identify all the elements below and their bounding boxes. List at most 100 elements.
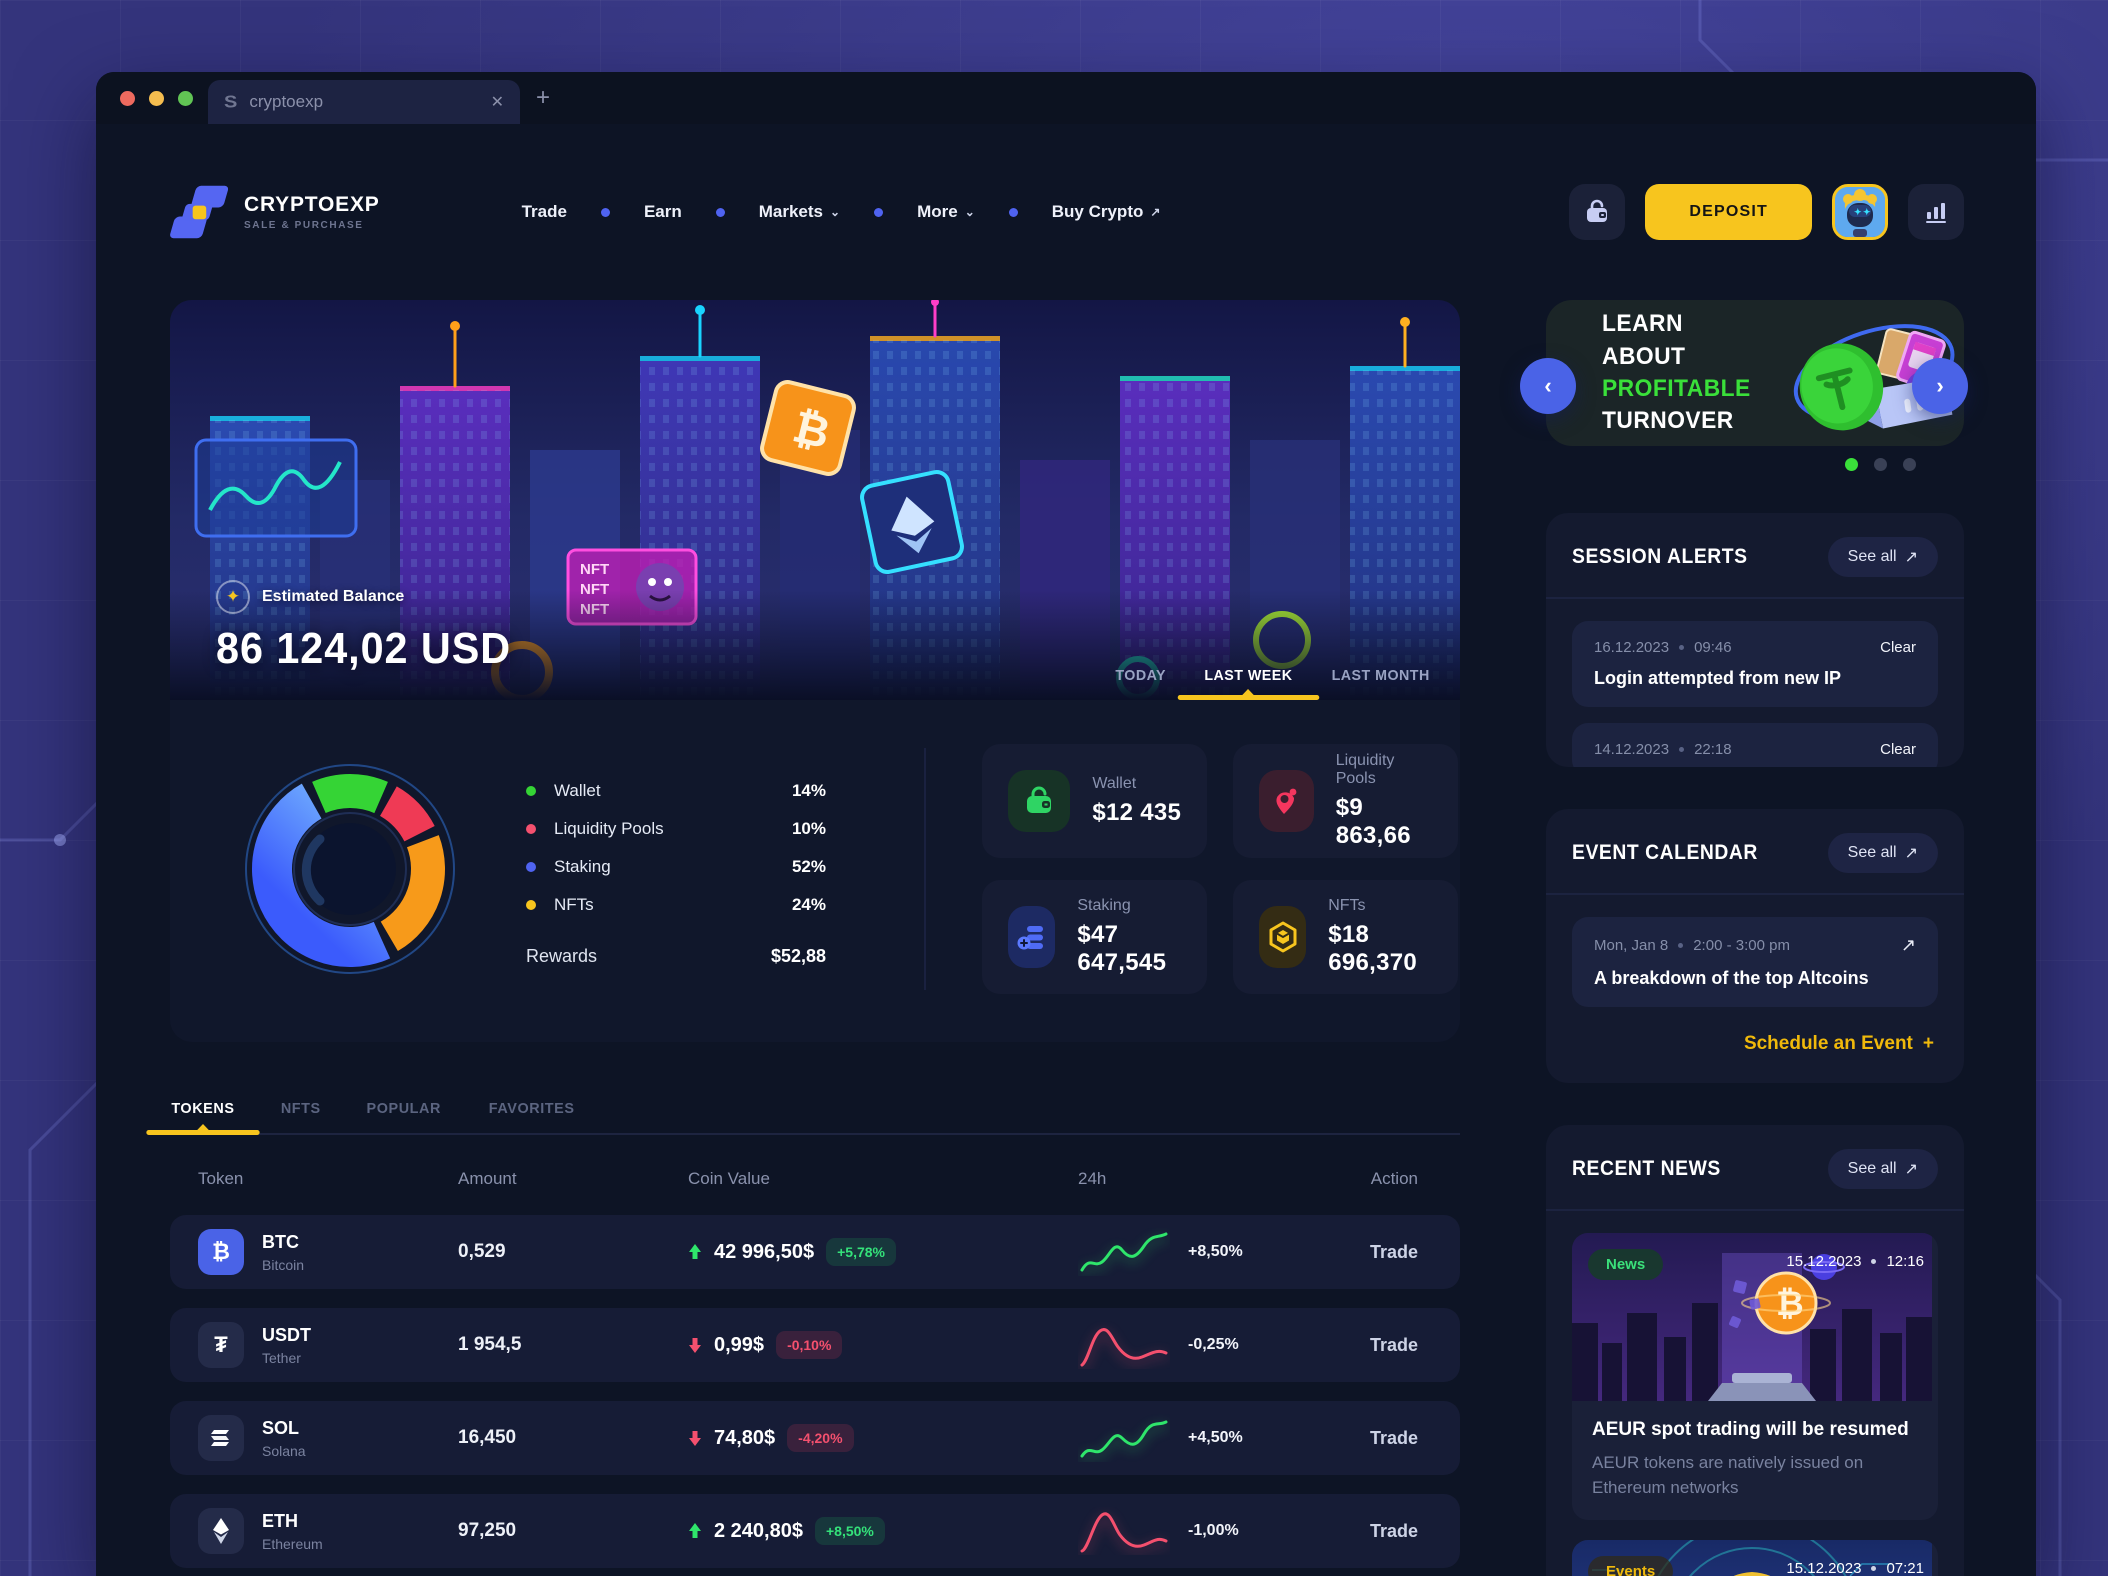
carousel-dot[interactable]: [1903, 458, 1916, 471]
usdt-icon: ₮: [198, 1322, 244, 1368]
news-date: 15.12.2023 12:16: [1786, 1253, 1924, 1270]
portfolio-legend: Wallet 14% Liquidity Pools 10%: [526, 772, 826, 967]
tab-tokens[interactable]: TOKENS: [146, 1100, 260, 1135]
news-badge: News: [1588, 1249, 1664, 1280]
news-card[interactable]: ₿ News 15.12.2023 12:16: [1572, 1233, 1938, 1521]
deposit-button[interactable]: DEPOSIT: [1645, 184, 1812, 240]
tab-close-icon[interactable]: ✕: [490, 94, 504, 111]
portfolio-donut-section: Wallet 14% Liquidity Pools 10%: [170, 740, 924, 998]
eth-icon: [198, 1508, 244, 1554]
carousel-dot[interactable]: [1874, 458, 1887, 471]
alert-item[interactable]: 14.12.2023 22:18 Clear: [1572, 723, 1938, 767]
tab-last-month[interactable]: LAST MONTH: [1331, 667, 1430, 684]
period-tabs: TODAY LAST WEEK LAST MONTH: [1114, 667, 1432, 700]
brand[interactable]: CRYPTOEXP SALE & PURCHASE: [170, 184, 380, 240]
portfolio-donut-chart: [245, 764, 455, 974]
news-image: ₿ News 15.12.2023 12:16: [1572, 1233, 1938, 1401]
tab-favorites[interactable]: FAVORITES: [488, 1100, 575, 1117]
divider: [1546, 893, 1964, 895]
see-all-button[interactable]: See all ↗: [1827, 537, 1938, 577]
nav-trade[interactable]: Trade: [521, 202, 567, 221]
trade-button[interactable]: Trade: [1369, 1520, 1418, 1541]
tab-nfts[interactable]: NFTS: [280, 1100, 321, 1117]
btc-icon: ₿: [198, 1229, 244, 1275]
news-badge: Events: [1588, 1556, 1674, 1576]
section-title: SESSION ALERTS: [1572, 545, 1748, 568]
trade-button[interactable]: Trade: [1369, 1427, 1418, 1448]
chevron-down-icon: ⌄: [964, 205, 975, 219]
dot-separator: [1871, 1259, 1877, 1264]
close-window-button[interactable]: [120, 90, 135, 106]
legend-row-nfts: NFTs 24%: [526, 886, 826, 924]
promo-card[interactable]: LEARN ABOUT PROFITABLE TURNOVER: [1546, 300, 1964, 446]
stats-button[interactable]: [1908, 184, 1964, 240]
dot-separator: [1678, 943, 1684, 948]
news-image: Events 15.12.2023 07:21: [1572, 1540, 1938, 1576]
main-nav: Trade Earn Markets ⌄ More ⌄ Buy Crypto ↗: [522, 202, 1161, 222]
recent-news-panel: RECENT NEWS See all ↗: [1546, 1125, 1964, 1576]
external-arrow-icon: ↗: [1904, 549, 1918, 566]
dot-separator: [1679, 645, 1685, 650]
nav-more[interactable]: More ⌄: [917, 202, 975, 221]
sparkline-down: [1080, 1328, 1168, 1367]
tab-title: cryptoexp: [249, 92, 324, 111]
table-row-sol[interactable]: SOL Solana 16,450 74,80$ -4,20% +4,50%: [170, 1401, 1460, 1475]
star-icon: ✦: [216, 580, 250, 614]
minimize-window-button[interactable]: [149, 90, 164, 106]
sol-icon: [198, 1415, 244, 1461]
see-all-button[interactable]: See all ↗: [1827, 1149, 1938, 1189]
legend-row-wallet: Wallet 14%: [526, 772, 826, 810]
change-badge: +5,78%: [826, 1238, 896, 1266]
trade-button[interactable]: Trade: [1369, 1241, 1418, 1262]
tab-popular[interactable]: POPULAR: [366, 1100, 442, 1117]
stat-card-nfts: NFTs $18 696,370: [1233, 880, 1458, 994]
traffic-lights: [120, 90, 193, 106]
balance-value: 86 124,02 USD: [216, 624, 512, 673]
nav-separator-dot: [715, 207, 725, 217]
news-card[interactable]: Events 15.12.2023 07:21 Lesson: Beethove…: [1572, 1540, 1938, 1576]
arrow-down-icon: [689, 1338, 701, 1353]
nav-buy-crypto[interactable]: Buy Crypto ↗: [1051, 202, 1161, 221]
browser-tab[interactable]: S cryptoexp ✕: [208, 80, 520, 124]
sparkline-down: [1080, 1512, 1168, 1553]
tab-last-week[interactable]: LAST WEEK: [1177, 667, 1319, 700]
promo-text: LEARN ABOUT PROFITABLE TURNOVER: [1602, 310, 1751, 435]
tab-today[interactable]: TODAY: [1115, 667, 1167, 684]
stat-card-staking: Staking $47 647,545: [982, 880, 1208, 994]
overview-card: NFT NFT NFT ₿: [170, 300, 1460, 1042]
external-arrow-icon: ↗: [1904, 845, 1918, 862]
chevron-down-icon: ⌄: [830, 205, 841, 219]
carousel-next-button[interactable]: ›: [1912, 357, 1968, 414]
arrow-up-icon: [689, 1244, 701, 1259]
wallet-lock-button[interactable]: [1569, 184, 1626, 240]
nav-earn[interactable]: Earn: [643, 202, 682, 221]
robot-avatar-icon: ✦ ✦: [1835, 187, 1885, 237]
trade-button[interactable]: Trade: [1369, 1334, 1418, 1355]
table-row-usdt[interactable]: ₮ USDT Tether 1 954,5 0,99$ -0,10%: [170, 1308, 1460, 1382]
new-tab-button[interactable]: +: [536, 84, 551, 111]
event-item[interactable]: Mon, Jan 8 2:00 - 3:00 pm ↗ A breakdown …: [1572, 917, 1938, 1007]
nav-markets[interactable]: Markets ⌄: [758, 202, 841, 221]
table-header: Token Amount Coin Value 24h Action: [198, 1169, 1418, 1188]
nft-cube-icon: [1259, 906, 1307, 968]
brand-logo-icon: [170, 185, 228, 239]
table-row-eth[interactable]: ETH Ethereum 97,250 2 240,80$ +8,50% -1,0…: [170, 1494, 1460, 1568]
maximize-window-button[interactable]: [178, 90, 193, 106]
clear-button[interactable]: Clear: [1880, 639, 1916, 656]
schedule-event-button[interactable]: Schedule an Event +: [1743, 1033, 1934, 1054]
table-row-btc[interactable]: ₿ BTC Bitcoin 0,529 42 996,50$ +5,78%: [170, 1215, 1460, 1289]
alert-item[interactable]: 16.12.2023 09:46 Clear Login attempted f…: [1572, 621, 1938, 707]
session-alerts-panel: SESSION ALERTS See all ↗ 16.12.2023 09:46…: [1546, 513, 1964, 767]
see-all-button[interactable]: See all ↗: [1827, 833, 1938, 873]
event-calendar-panel: EVENT CALENDAR See all ↗ Mon, Jan 8 2:00 …: [1546, 809, 1964, 1083]
sparkline-up: [1080, 1420, 1168, 1458]
brand-name: CRYPTOEXP: [244, 193, 380, 216]
stat-cards: Wallet $12 435 Liquidity Pools $9 863,66: [926, 740, 1460, 998]
carousel-dot[interactable]: [1845, 458, 1858, 471]
avatar[interactable]: ✦ ✦: [1832, 184, 1888, 240]
tokens-section: TOKENS NFTS POPULAR FAVORITES Token Amou…: [146, 1100, 1460, 1568]
carousel-prev-button[interactable]: ‹: [1520, 357, 1576, 414]
clear-button[interactable]: Clear: [1880, 741, 1916, 758]
external-arrow-icon: ↗: [1904, 1161, 1918, 1178]
